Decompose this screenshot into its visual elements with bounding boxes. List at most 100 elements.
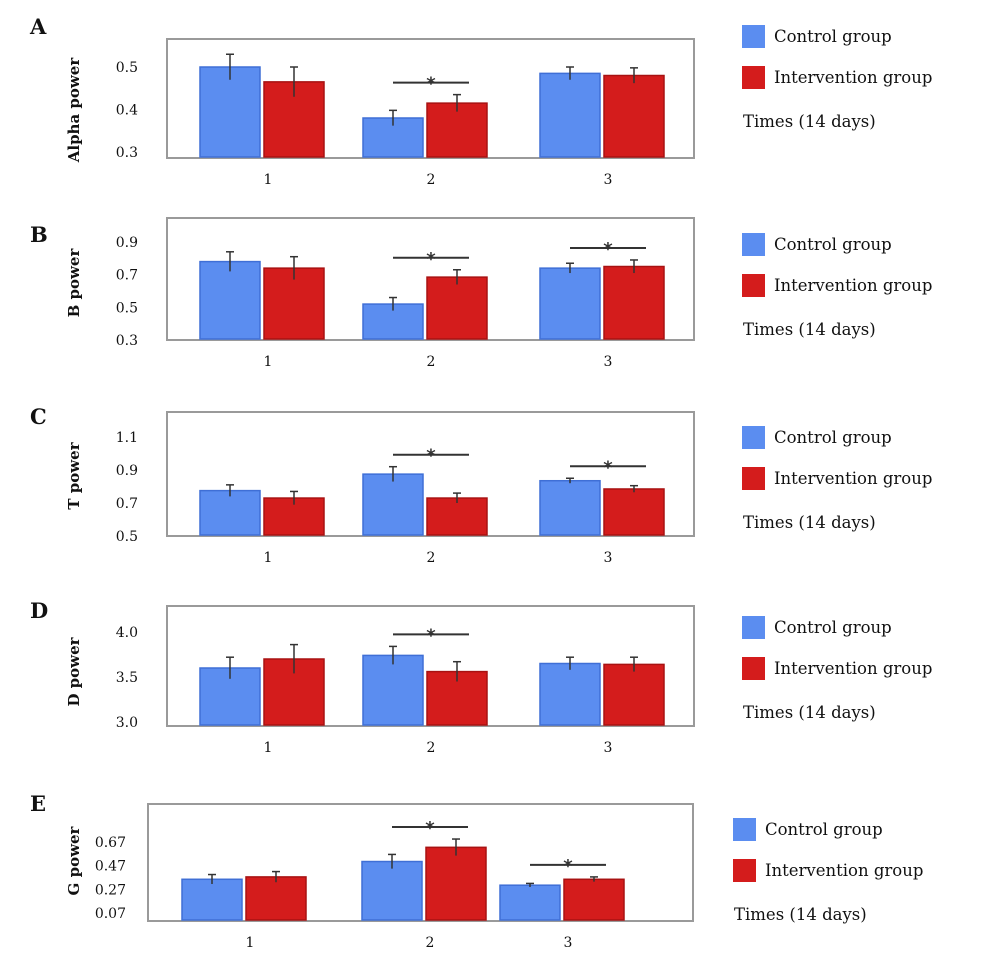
panel-B: B B power 0.9 0.7 0.5 0.3 1 2 * 3 * Control group In… <box>30 217 932 370</box>
y-tick-label: 0.5 <box>116 300 138 316</box>
x-tick-label: 2 <box>426 935 435 951</box>
control-bar-3 <box>539 267 601 340</box>
x-tick-label: 1 <box>264 550 273 566</box>
control-bar-3 <box>539 479 601 536</box>
legend-swatch-intervention <box>742 657 765 680</box>
y-tick-label: 0.5 <box>116 529 138 545</box>
y-tick-label: 1.1 <box>116 430 138 446</box>
legend-label-control: Control group <box>774 428 892 447</box>
panel-letter: C <box>30 404 47 429</box>
panel-letter: A <box>29 14 47 39</box>
y-tick-label: 3.0 <box>116 715 138 731</box>
legend-label-intervention: Intervention group <box>774 68 932 87</box>
legend-times-label: Times (14 days) <box>743 112 876 131</box>
y-axis-label: Alpha power <box>65 57 83 164</box>
y-tick-label: 0.9 <box>116 463 138 479</box>
x-tick-label: 2 <box>427 172 436 188</box>
panel-C: C T power 1.1 0.9 0.7 0.5 1 2 * 3 * Control group In… <box>30 404 932 566</box>
intervention-bar-2 <box>426 497 488 536</box>
y-axis-label: G power <box>65 825 83 895</box>
y-tick-label: 0.47 <box>95 859 126 875</box>
intervention-bar-3 <box>603 663 665 726</box>
plot-frame <box>166 38 695 159</box>
control-bar-2 <box>361 860 423 921</box>
y-tick-label: 0.3 <box>116 145 138 161</box>
x-tick-label: 3 <box>604 172 613 188</box>
intervention-bar-1 <box>245 876 307 921</box>
x-tick-label: 3 <box>604 550 613 566</box>
legend-label-intervention: Intervention group <box>774 659 932 678</box>
y-tick-label: 0.5 <box>116 60 138 76</box>
x-tick-label: 1 <box>264 740 273 756</box>
legend-times-label: Times (14 days) <box>743 320 876 339</box>
significance-star: * <box>563 856 573 877</box>
intervention-bar-3 <box>603 488 665 536</box>
y-axis-label: D power <box>65 636 83 706</box>
significance-star: * <box>603 457 613 478</box>
legend-label-control: Control group <box>765 820 883 839</box>
plot-frame <box>166 411 695 537</box>
legend-swatch-control <box>742 426 765 449</box>
plot-frame <box>166 605 695 727</box>
y-tick-label: 0.7 <box>116 496 138 512</box>
y-tick-label: 0.07 <box>95 906 126 922</box>
control-bar-2 <box>362 473 424 536</box>
control-bar-1 <box>181 878 243 921</box>
control-bar-1 <box>199 260 261 340</box>
significance-star: * <box>426 249 436 270</box>
legend-label-intervention: Intervention group <box>774 276 932 295</box>
significance-star: * <box>425 818 435 839</box>
panel-letter: B <box>30 222 48 247</box>
control-bar-3 <box>539 662 601 726</box>
x-tick-label: 2 <box>427 354 436 370</box>
x-tick-label: 2 <box>427 550 436 566</box>
control-bar-3 <box>499 884 561 921</box>
legend-swatch-intervention <box>742 274 765 297</box>
intervention-bar-3 <box>603 74 665 158</box>
panel-E: E G power 0.67 0.47 0.27 0.07 1 2 * 3 * Control gro… <box>30 791 923 951</box>
intervention-bar-2 <box>426 276 488 340</box>
y-tick-label: 0.4 <box>116 103 138 119</box>
legend-label-intervention: Intervention group <box>765 861 923 880</box>
significance-star: * <box>426 74 436 95</box>
legend-swatch-control <box>742 233 765 256</box>
y-axis-label: T power <box>65 441 83 509</box>
panel-letter: D <box>30 598 48 623</box>
legend-swatch-intervention <box>742 467 765 490</box>
x-tick-label: 1 <box>246 935 255 951</box>
y-tick-label: 0.67 <box>95 835 126 851</box>
x-tick-label: 1 <box>264 354 273 370</box>
legend-label-control: Control group <box>774 618 892 637</box>
y-tick-label: 0.7 <box>116 268 138 284</box>
y-tick-label: 0.9 <box>116 235 138 251</box>
legend-swatch-intervention <box>733 859 756 882</box>
legend-label-control: Control group <box>774 27 892 46</box>
x-tick-label: 3 <box>604 354 613 370</box>
x-tick-label: 3 <box>564 935 573 951</box>
legend-times-label: Times (14 days) <box>743 513 876 532</box>
panel-letter: E <box>30 791 46 816</box>
significance-star: * <box>603 239 613 260</box>
y-tick-label: 0.27 <box>95 882 126 898</box>
control-bar-2 <box>362 654 424 726</box>
y-tick-label: 0.3 <box>116 333 138 349</box>
control-bar-1 <box>199 489 261 536</box>
x-tick-label: 1 <box>264 172 273 188</box>
y-tick-label: 3.5 <box>116 670 138 686</box>
significance-star: * <box>426 625 436 646</box>
significance-star: * <box>426 446 436 467</box>
intervention-bar-1 <box>263 267 325 340</box>
intervention-bar-3 <box>563 878 625 921</box>
y-tick-label: 4.0 <box>116 625 138 641</box>
plot-frame <box>147 803 694 922</box>
intervention-bar-2 <box>426 102 488 158</box>
plot-frame <box>166 217 695 341</box>
x-tick-label: 2 <box>427 740 436 756</box>
panel-A: A Alpha power 0.5 0.4 0.3 1 2 * 3 Control group In… <box>29 14 932 188</box>
legend-label-control: Control group <box>774 235 892 254</box>
legend-label-intervention: Intervention group <box>774 469 932 488</box>
legend-swatch-intervention <box>742 66 765 89</box>
intervention-bar-2 <box>425 846 487 921</box>
legend-swatch-control <box>742 616 765 639</box>
